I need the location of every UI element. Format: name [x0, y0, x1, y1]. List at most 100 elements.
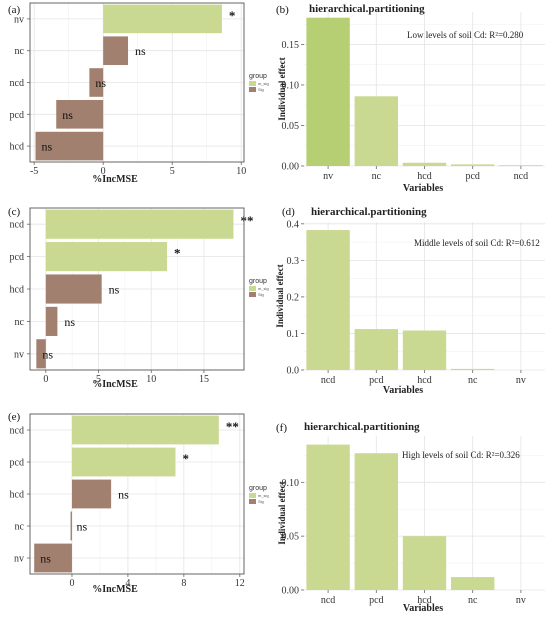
significance-label: ns: [135, 44, 146, 58]
x-tick-label: 5: [170, 166, 175, 177]
legend-title: group: [249, 485, 267, 492]
x-tick-label: 8: [181, 578, 186, 589]
y-tick-label: 0.15: [282, 40, 300, 51]
r-squared-annotation: High levels of soil Cd: R²=0.326: [402, 450, 520, 460]
panel-letter: (a): [8, 4, 21, 16]
y-axis-title: Individual effect: [277, 57, 287, 120]
x-tick-label: hcd: [417, 595, 431, 606]
legend-swatch: [249, 81, 256, 86]
bar-nv: [306, 17, 350, 166]
y-tick-label: pcd: [10, 252, 24, 263]
bar-pcd: [354, 453, 398, 590]
panel-b: 0.00 0.05 0.10 0.15 nv nc hcd pcd ncd (b) hierarch…: [276, 3, 545, 194]
y-tick-label: pcd: [10, 110, 24, 121]
x-tick-label: nv: [516, 595, 526, 606]
panel-d: 0.0 0.1 0.2 0.3 0.4 ncd pcd hcd nc nv (d) hierarchi…: [275, 206, 545, 396]
legend-title: group: [249, 278, 267, 285]
panel-letter: (b): [276, 4, 289, 16]
x-tick-label: ncd: [321, 375, 335, 386]
y-tick-label: 0.05: [282, 121, 300, 132]
x-tick-label: -5: [30, 166, 38, 177]
legend-item: m_sig: [258, 493, 269, 498]
x-tick-label: hcd: [417, 171, 431, 182]
x-axis-title: %IncMSE: [92, 379, 138, 390]
y-tick-label: nv: [14, 14, 24, 25]
x-tick-label: 12: [235, 578, 245, 589]
significance-label: *: [174, 246, 181, 261]
y-tick-label: 0.2: [287, 292, 300, 303]
bar-hcd: [71, 479, 112, 509]
y-tick-label: 0.10: [282, 80, 300, 91]
panel-title: hierarchical.partitioning: [311, 206, 427, 218]
y-tick-label: 0.05: [282, 532, 300, 543]
significance-label: *: [182, 451, 189, 466]
panel-title: hierarchical.partitioning: [309, 3, 425, 15]
bar-pcd: [354, 329, 398, 370]
x-axis-title: %IncMSE: [92, 174, 138, 185]
significance-label: **: [240, 213, 253, 228]
y-tick-label: 0.00: [282, 586, 300, 597]
legend-item: m_sig: [258, 81, 269, 86]
x-tick-label: 0: [69, 578, 74, 589]
y-tick-label: 0.10: [282, 478, 300, 489]
panel-title: hierarchical.partitioning: [304, 421, 420, 433]
panel-letter: (f): [276, 422, 287, 434]
bar-ncd: [306, 230, 350, 370]
bar-ncd: [45, 209, 234, 239]
significance-label: ns: [62, 108, 73, 122]
bar-pcd: [451, 164, 495, 166]
bar-nc: [451, 577, 495, 590]
significance-label: ns: [42, 347, 53, 361]
y-axis-title: Individual effect: [277, 481, 287, 544]
x-tick-label: ncd: [514, 171, 528, 182]
y-tick-label: nc: [15, 522, 25, 533]
bar-ncd: [89, 68, 104, 97]
x-axis-title: Variables: [383, 385, 423, 396]
legend-swatch: [249, 292, 256, 297]
bar-nc: [354, 96, 398, 166]
legend-swatch: [249, 493, 256, 498]
x-tick-label: nc: [468, 375, 478, 386]
y-tick-label: ncd: [10, 220, 24, 231]
significance-label: ns: [40, 552, 51, 566]
significance-label: ns: [42, 140, 53, 154]
panel-border: [29, 2, 245, 163]
x-axis-title: %IncMSE: [92, 584, 138, 595]
legend-item: m_sig: [258, 286, 269, 291]
panel-e: 0 4 8 12 ncd ** pcd * hcd ns nc ns nv ns (e) %IncMSE: [8, 411, 245, 595]
legend-swatch: [249, 499, 256, 504]
y-tick-label: nc: [15, 46, 25, 57]
y-axis-title: Individual effect: [275, 264, 285, 327]
y-tick-label: 0.00: [282, 162, 300, 173]
bar-hcd: [402, 536, 447, 590]
x-tick-label: hcd: [417, 375, 431, 386]
bar-hcd: [45, 274, 102, 304]
x-tick-label: 5: [96, 374, 101, 385]
bar-nc: [451, 368, 495, 370]
significance-label: ns: [109, 283, 120, 297]
x-tick-label: nc: [468, 595, 478, 606]
r-squared-annotation: Low levels of soil Cd: R²=0.280: [407, 30, 524, 40]
x-axis-title: Variables: [403, 183, 443, 194]
y-tick-label: nv: [14, 349, 24, 360]
bar-nc: [70, 511, 72, 541]
x-tick-label: 10: [236, 166, 246, 177]
x-tick-label: pcd: [369, 595, 383, 606]
bar-nv: [34, 543, 72, 573]
x-tick-label: 0: [43, 374, 48, 385]
bar-hcd: [402, 162, 447, 166]
significance-label: **: [226, 419, 239, 434]
y-tick-label: ncd: [10, 426, 24, 437]
bar-ncd: [71, 415, 219, 445]
x-tick-label: nv: [323, 171, 333, 182]
y-tick-label: 0.3: [287, 256, 300, 267]
panel-f: 0.00 0.05 0.10 ncd pcd hcd nc nv (f) hierarchical…: [276, 421, 545, 614]
panel-border: [29, 207, 245, 371]
y-tick-label: hcd: [10, 142, 24, 153]
x-tick-label: pcd: [369, 375, 383, 386]
bar-ncd: [306, 444, 350, 590]
x-tick-label: 15: [199, 374, 209, 385]
